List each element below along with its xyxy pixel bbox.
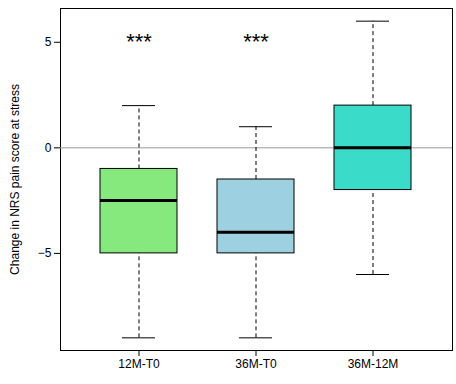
- svg-text:36M-12M: 36M-12M: [348, 357, 399, 371]
- svg-text:***: ***: [126, 29, 152, 54]
- svg-text:Change in NRS pain score at st: Change in NRS pain score at stress: [8, 84, 22, 275]
- svg-text:0: 0: [45, 141, 52, 155]
- svg-text:36M-T0: 36M-T0: [235, 357, 277, 371]
- svg-text:5: 5: [45, 35, 52, 49]
- svg-text:−5: −5: [38, 246, 52, 260]
- svg-text:12M-T0: 12M-T0: [118, 357, 160, 371]
- svg-text:***: ***: [243, 29, 269, 54]
